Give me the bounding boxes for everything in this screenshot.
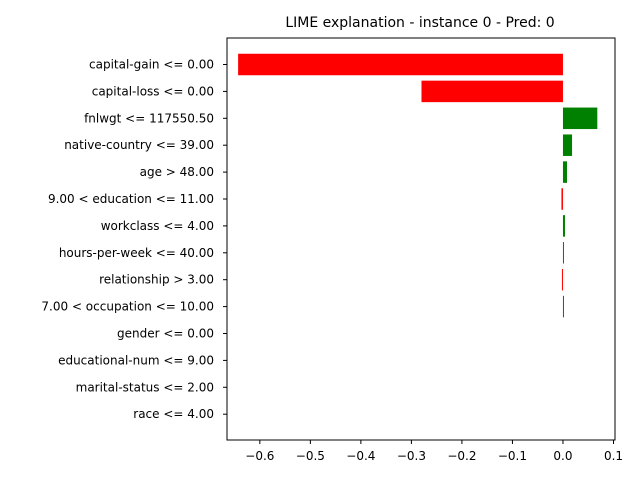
bar-2 [562,107,598,130]
x-tick-label: 0.0 [553,449,572,463]
bar-4 [562,161,568,183]
x-tick-label: −0.2 [447,449,476,463]
plot-frame [226,37,616,441]
bar-8 [561,268,563,291]
y-tick-label: capital-loss <= 0.00 [92,84,214,98]
x-tick-label: −0.4 [346,449,375,463]
bar-1 [421,80,563,103]
y-tick-label: marital-status <= 2.00 [76,380,214,394]
y-tick-label: gender <= 0.00 [117,327,214,341]
bar-9 [562,295,564,318]
y-tick-label: workclass <= 4.00 [101,219,214,233]
bar-7 [562,242,564,264]
chart-title: LIME explanation - instance 0 - Pred: 0 [285,15,554,31]
x-tick-label: 0.1 [604,449,623,463]
y-tick-label: 9.00 < education <= 11.00 [48,192,214,206]
y-tick-label: fnlwgt <= 117550.50 [84,111,214,125]
y-tick-label: native-country <= 39.00 [64,138,214,152]
y-tick-label: capital-gain <= 0.00 [89,58,214,72]
y-tick-label: age > 48.00 [140,165,214,179]
bar-0 [238,53,563,76]
y-tick-label: 7.00 < occupation <= 10.00 [41,300,214,314]
x-tick-label: −0.6 [245,449,274,463]
y-tick-label: race <= 4.00 [133,407,214,421]
x-tick-label: −0.1 [498,449,527,463]
y-axis: capital-gain <= 0.00 capital-loss <= 0.00… [41,58,227,421]
y-tick-label: hours-per-week <= 40.00 [59,246,214,260]
x-axis: −0.6 −0.5 −0.4 −0.3 −0.2 −0.1 0.0 0.1 [245,440,623,463]
y-tick-label: relationship > 3.00 [99,273,214,287]
bar-5 [561,188,563,210]
y-tick-label: educational-num <= 9.00 [58,353,214,367]
bars-layer [238,53,598,318]
bar-3 [562,134,573,156]
bar-6 [562,215,565,237]
x-tick-label: −0.3 [397,449,426,463]
x-tick-label: −0.5 [296,449,325,463]
